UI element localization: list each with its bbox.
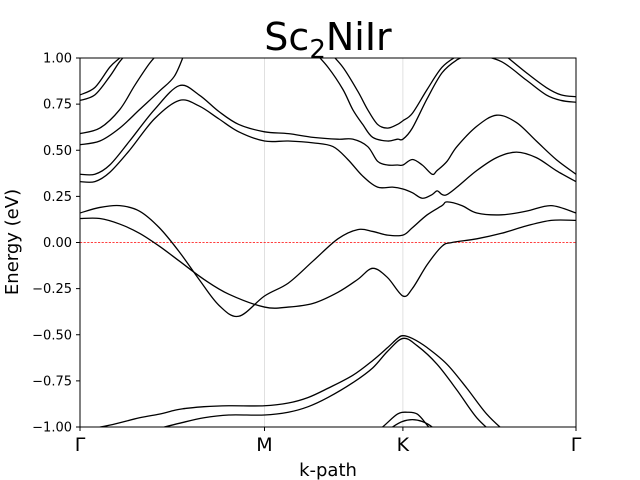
band-curves	[80, 58, 576, 427]
band-line-4	[381, 411, 430, 427]
kpoint-label: K	[397, 434, 410, 456]
y-tick-label: −0.75	[32, 374, 72, 389]
band-line-2	[161, 337, 488, 427]
y-tick-label: −0.25	[32, 282, 72, 297]
kpoint-label: Γ	[571, 434, 582, 456]
band-line-8	[80, 99, 576, 199]
title-base: Sc	[264, 15, 309, 59]
title-subscript: 2	[309, 35, 326, 65]
band-line-1	[97, 407, 185, 427]
y-tick-label: −1.00	[32, 421, 72, 436]
kpoint-label: M	[256, 434, 272, 456]
y-tick-label: −0.50	[32, 328, 72, 343]
y-tick-label: 0.50	[43, 144, 72, 159]
band-line-7	[80, 201, 576, 318]
y-tick-label: 0.00	[43, 236, 72, 251]
y-tick-label: 0.75	[43, 98, 72, 113]
band-line-17	[507, 58, 576, 98]
band-line-6	[80, 217, 576, 309]
band-line-5	[391, 418, 434, 427]
band-line-12	[80, 58, 124, 102]
y-axis-ticks: −1.00 −0.75 −0.50 −0.25 0.00 0.25 0.50 0.75 1.00	[32, 52, 80, 436]
band-line-14	[319, 58, 463, 142]
y-tick-label: 1.00	[43, 52, 72, 67]
y-tick-label: 0.25	[43, 190, 72, 205]
band-line-13	[80, 58, 121, 96]
band-line-10	[80, 58, 184, 146]
band-line-11	[80, 58, 155, 135]
title-rest: NiIr	[326, 15, 392, 59]
band-line-9	[80, 84, 576, 176]
chart-title: Sc2NiIr	[264, 15, 392, 65]
band-line-15	[334, 58, 456, 129]
y-axis-title: Energy (eV)	[2, 189, 23, 295]
kpoint-label: Γ	[75, 434, 86, 456]
x-axis-title: k-path	[299, 460, 357, 480]
band-line-3	[183, 335, 501, 427]
band-line-16	[489, 58, 576, 103]
